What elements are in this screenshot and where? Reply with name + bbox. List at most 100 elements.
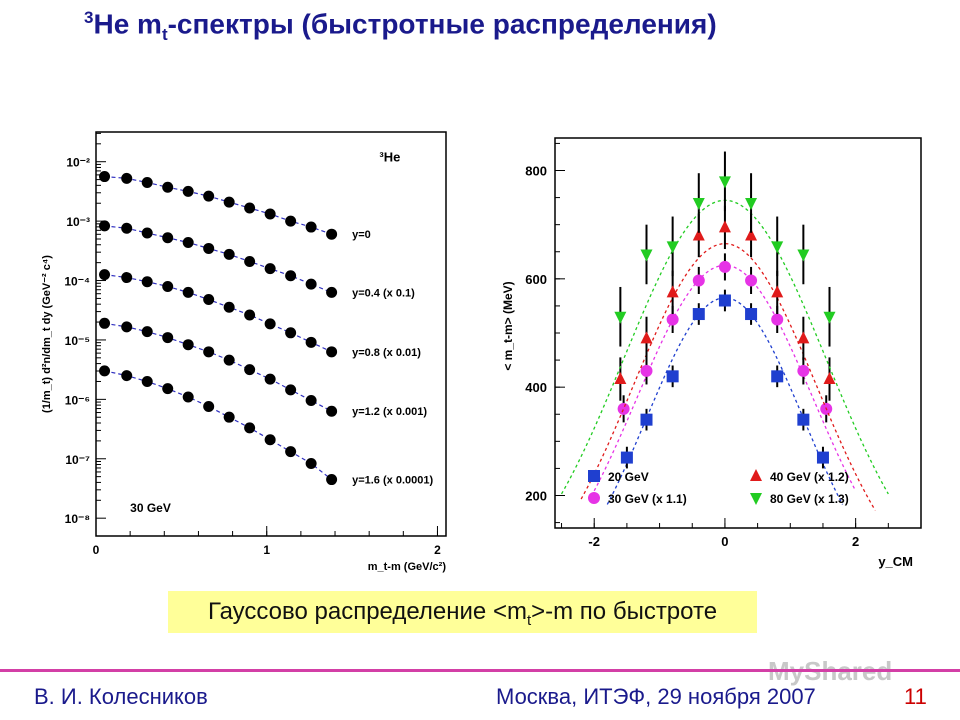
y-tick-label: 10⁻⁷ <box>65 453 90 467</box>
data-point <box>285 215 297 227</box>
data-point <box>816 451 829 464</box>
y-tick-label: 800 <box>525 164 547 179</box>
data-point <box>745 198 758 210</box>
x-axis-label: y_CM <box>878 554 913 569</box>
data-point <box>141 376 153 388</box>
y-tick-label: 10⁻⁸ <box>65 512 90 526</box>
data-point <box>182 286 194 298</box>
data-point <box>305 458 317 470</box>
data-point <box>326 286 338 298</box>
x-axis-label: m_t-m (GeV/c²) <box>368 561 447 573</box>
data-point <box>244 309 256 321</box>
fit-line <box>104 370 332 481</box>
fit-line <box>104 273 332 353</box>
series-label: y=1.2 (x 0.001) <box>352 406 427 418</box>
data-point <box>823 372 836 385</box>
title-superscript: 3 <box>84 8 94 27</box>
data-point <box>264 208 276 220</box>
page-number: 11 <box>904 684 927 709</box>
y-axis-label: < m_t-m> (MeV) <box>501 281 515 370</box>
data-point <box>285 384 297 396</box>
series-label: y=0.8 (x 0.01) <box>352 347 421 359</box>
series-label: y=0.4 (x 0.1) <box>352 287 415 299</box>
data-point <box>141 227 153 239</box>
x-tick-label: -2 <box>588 534 600 549</box>
data-point <box>264 373 276 385</box>
data-point <box>620 451 633 464</box>
data-point <box>692 228 705 241</box>
series-label: y=1.6 (x 0.0001) <box>352 475 433 487</box>
data-point <box>614 372 627 385</box>
legend-label: 20 GeV <box>608 470 649 484</box>
data-point <box>745 308 758 321</box>
data-point <box>666 370 679 383</box>
x-tick-label: 2 <box>434 543 441 557</box>
data-point <box>223 301 235 313</box>
data-point <box>244 422 256 434</box>
legend-marker <box>750 493 762 505</box>
data-point <box>99 365 111 377</box>
data-point <box>264 318 276 330</box>
data-point <box>203 294 215 306</box>
y-tick-label: 600 <box>525 272 547 287</box>
legend-label: 30 GeV (x 1.1) <box>608 492 687 506</box>
legend-marker <box>588 470 600 482</box>
panel-label: ³He <box>379 150 400 165</box>
data-point <box>223 354 235 366</box>
data-point <box>121 321 133 333</box>
y-tick-label: 10⁻³ <box>66 215 90 229</box>
fit-line <box>104 175 332 235</box>
series-label: y=0 <box>352 229 371 241</box>
legend-marker <box>750 469 762 481</box>
data-point <box>182 391 194 403</box>
data-point <box>305 395 317 407</box>
data-point <box>162 332 174 344</box>
data-point <box>718 294 731 307</box>
footer-author: В. И. Колесников <box>34 684 208 709</box>
data-point <box>223 411 235 423</box>
data-point <box>326 346 338 358</box>
caption-subscript: t <box>526 611 532 629</box>
data-point <box>203 346 215 358</box>
mt-spectra-chart: 0 1 2 10⁻² 10⁻³ 10⁻⁴ 10⁻⁵ 10⁻⁶ 10⁻⁷ 10⁻⁸ (1/m_t) d… <box>41 131 447 573</box>
y-tick-label: 10⁻⁶ <box>65 393 90 407</box>
data-point <box>264 434 276 446</box>
data-point <box>182 185 194 197</box>
data-point <box>121 172 133 184</box>
fit-line <box>104 322 332 412</box>
data-point <box>162 280 174 292</box>
data-point <box>797 331 810 344</box>
footer-divider <box>0 669 960 672</box>
x-tick-label: 0 <box>721 534 728 549</box>
data-point <box>640 413 653 426</box>
data-point <box>666 313 679 326</box>
data-point <box>745 228 758 241</box>
data-point <box>305 221 317 233</box>
data-point <box>244 364 256 376</box>
y-tick-label: 200 <box>525 489 547 504</box>
data-point <box>718 176 731 189</box>
data-point <box>617 402 630 415</box>
x-tick-label: 1 <box>263 543 270 557</box>
data-point <box>121 272 133 284</box>
data-point <box>99 171 111 183</box>
data-point <box>771 241 784 254</box>
data-point <box>99 220 111 232</box>
data-point <box>771 370 784 383</box>
y-tick-label: 10⁻² <box>66 156 90 170</box>
data-point <box>182 237 194 249</box>
data-point <box>692 308 705 321</box>
caption-box: Гауссово распределение <mt>-m по быстрот… <box>168 591 757 633</box>
data-point <box>326 405 338 417</box>
caption-part-a: Гауссово распределение <m <box>207 598 527 625</box>
data-point <box>718 220 731 233</box>
data-point <box>223 196 235 208</box>
data-point <box>692 198 705 210</box>
x-tick-label: 2 <box>852 534 859 549</box>
data-point <box>141 276 153 288</box>
title-part-b: -спектры (быстротные распределения) <box>167 8 717 40</box>
data-point <box>203 242 215 254</box>
data-point <box>692 274 705 287</box>
legend-label: 40 GeV (x 1.2) <box>770 470 849 484</box>
legend-marker <box>588 492 600 504</box>
